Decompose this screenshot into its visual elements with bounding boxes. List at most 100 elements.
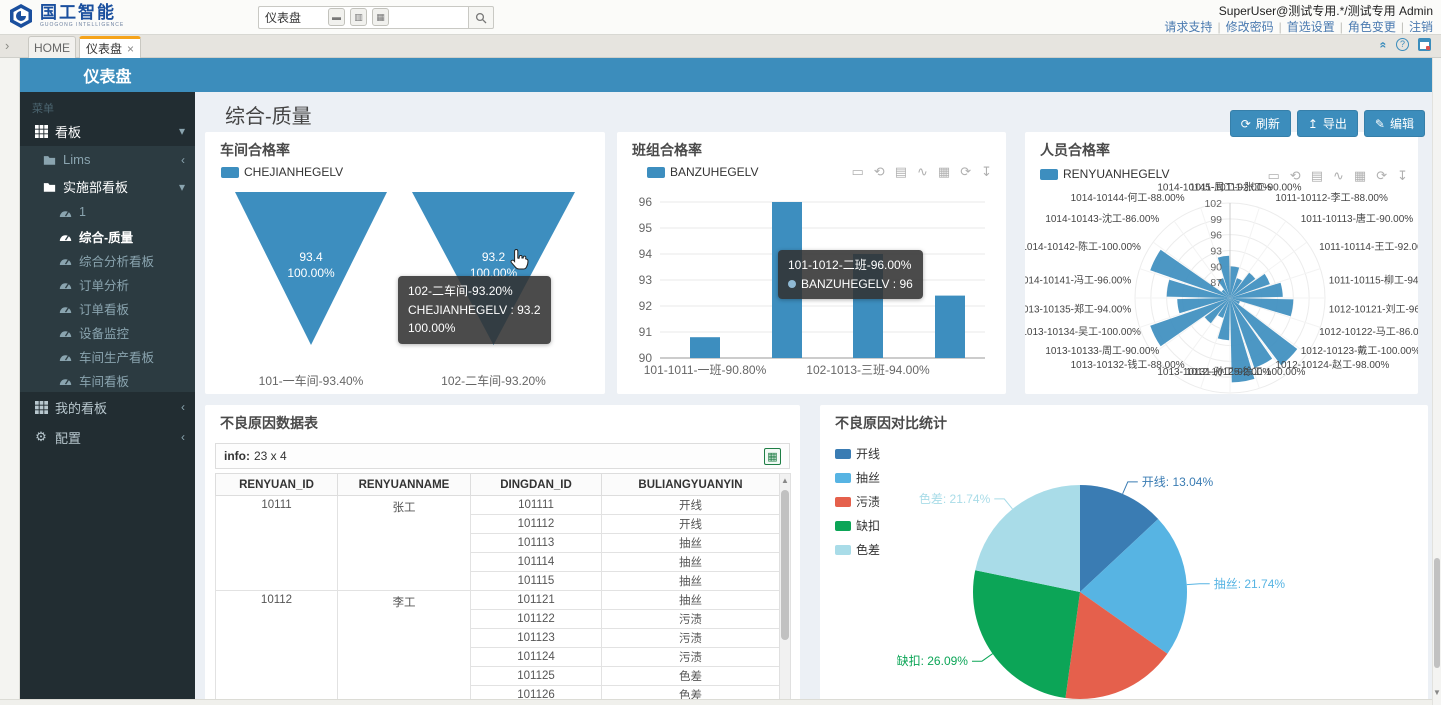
rose-petal-2[interactable] xyxy=(1230,272,1256,298)
sidebar-item-配置[interactable]: ⚙ 配置 ‹ xyxy=(20,422,195,452)
download-icon[interactable]: ↧ xyxy=(981,164,992,179)
rose-petal-13[interactable] xyxy=(1150,298,1230,347)
legend-item[interactable]: 抽丝 xyxy=(835,469,880,486)
layout-button[interactable]: ▦ xyxy=(372,8,389,26)
rose-petal-7[interactable] xyxy=(1230,298,1298,366)
tab-home[interactable]: HOME xyxy=(28,36,76,58)
rose-petal-10[interactable] xyxy=(1217,298,1230,341)
horizontal-scrollbar[interactable] xyxy=(0,699,1441,705)
zoom-reset-icon[interactable]: ⟲ xyxy=(1289,168,1301,183)
sidebar-item-Lims[interactable]: Lims ‹ xyxy=(20,146,195,173)
edit-button[interactable]: ✎ 编辑 xyxy=(1363,110,1425,137)
tab-bar: › HOME 仪表盘 × « ? xyxy=(0,35,1441,58)
rose-chart[interactable]: 10299969390871011-10111-张工-90.00%1011-10… xyxy=(1025,132,1418,394)
legend-item[interactable]: 开线 xyxy=(835,445,880,462)
rose-petal-4[interactable] xyxy=(1230,282,1283,298)
collapsed-left-rail[interactable] xyxy=(0,58,20,705)
rose-petal-16[interactable] xyxy=(1150,249,1230,298)
column-header[interactable]: RENYUAN_ID xyxy=(215,473,338,496)
pie-slice-缺扣[interactable] xyxy=(973,570,1080,699)
restore-icon[interactable]: ⟳ xyxy=(1376,168,1388,183)
sidebar-item-订单看板[interactable]: 订单看板 xyxy=(20,296,195,320)
collapse-header-icon[interactable]: « xyxy=(1376,41,1391,48)
bar-3[interactable] xyxy=(935,295,965,358)
search-button[interactable] xyxy=(468,6,494,29)
sidebar-item-订单分析[interactable]: 订单分析 xyxy=(20,272,195,296)
sidebar-item-综合分析看板[interactable]: 综合分析看板 xyxy=(20,248,195,272)
scroll-down-icon[interactable]: ▼ xyxy=(1433,688,1441,697)
download-icon[interactable]: ↧ xyxy=(1397,168,1408,183)
data-view-icon[interactable]: ▤ xyxy=(894,164,907,179)
legend-item[interactable]: RENYUANHEGELV xyxy=(1040,167,1169,181)
rose-petal-19[interactable] xyxy=(1217,255,1230,298)
pie-slice-色差[interactable] xyxy=(975,485,1080,592)
help-icon[interactable]: ? xyxy=(1396,38,1409,51)
rose-petal-18[interactable] xyxy=(1217,278,1230,298)
legend-item[interactable]: BANZUHEGELV xyxy=(647,165,758,179)
marquee-zoom-icon[interactable]: ▭ xyxy=(851,164,864,179)
legend-item[interactable]: 色差 xyxy=(835,541,880,558)
table-scrollbar[interactable]: ▲ xyxy=(779,473,791,705)
legend-label: 抽丝 xyxy=(856,471,881,485)
pie-chart[interactable]: 开线: 13.04% 抽丝: 21.74% 缺扣: 26.09% 色差: 21.74% xyxy=(820,405,1428,705)
barcode-button[interactable]: ▥ xyxy=(350,8,367,26)
scroll-up-icon[interactable]: ▲ xyxy=(781,476,789,485)
rose-petal-17[interactable] xyxy=(1221,289,1230,298)
legend-item[interactable]: CHEJIANHEGELV xyxy=(221,165,343,179)
rose-petal-11[interactable] xyxy=(1217,298,1230,318)
user-link-4[interactable]: 注销 xyxy=(1408,20,1433,34)
line-chart-icon[interactable]: ∿ xyxy=(1332,168,1344,183)
rose-petal-12[interactable] xyxy=(1204,298,1230,324)
rose-petal-15[interactable] xyxy=(1166,279,1230,298)
legend-chip xyxy=(835,496,851,507)
table-scrollbar-thumb[interactable] xyxy=(781,490,789,640)
bar-chart[interactable]: 90 91 92 93 94 95 96 101-1011-一班-90.80% 102-1013… xyxy=(617,192,1006,382)
bar-chart-icon[interactable]: ▦ xyxy=(1353,168,1367,183)
line-chart-icon[interactable]: ∿ xyxy=(916,164,928,179)
sidebar-item-实施部看板[interactable]: 实施部看板 ▾ xyxy=(20,173,195,200)
calendar-icon[interactable] xyxy=(1418,38,1431,51)
sidebar-item-1[interactable]: 1 xyxy=(20,200,195,224)
pie-slice-抽丝[interactable] xyxy=(1080,518,1187,654)
sidebar-item-设备监控[interactable]: 设备监控 xyxy=(20,320,195,344)
bar-0[interactable] xyxy=(690,337,720,358)
tab-dashboard[interactable]: 仪表盘 × xyxy=(79,36,141,58)
sidebar-item-看板[interactable]: 看板 ▾ xyxy=(20,116,195,146)
vertical-scrollbar[interactable]: ▼ xyxy=(1432,58,1441,705)
refresh-button[interactable]: ⟳ 刷新 xyxy=(1229,110,1291,137)
vertical-scrollbar-thumb[interactable] xyxy=(1434,558,1440,668)
export-excel-icon[interactable]: ▦ xyxy=(764,448,781,465)
collapse-search-button[interactable]: ▬ xyxy=(328,8,345,26)
user-link-3[interactable]: 角色变更 xyxy=(1347,20,1396,34)
marquee-zoom-icon[interactable]: ▭ xyxy=(1267,168,1280,183)
tab-close-icon[interactable]: × xyxy=(127,41,135,56)
zoom-reset-icon[interactable]: ⟲ xyxy=(873,164,885,179)
rose-petal-0[interactable] xyxy=(1230,266,1240,298)
pie-slice-污渍[interactable] xyxy=(1065,592,1168,699)
rose-petal-8[interactable] xyxy=(1230,298,1273,368)
expand-rail-arrow-icon[interactable]: › xyxy=(5,38,10,53)
user-link-0[interactable]: 请求支持 xyxy=(1164,20,1213,34)
user-link-2[interactable]: 首选设置 xyxy=(1286,20,1335,34)
column-header[interactable]: RENYUANNAME xyxy=(337,473,471,496)
export-button[interactable]: ↥ 导出 xyxy=(1296,110,1358,137)
sidebar-item-我的看板[interactable]: 我的看板 ‹ xyxy=(20,392,195,422)
user-link-1[interactable]: 修改密码 xyxy=(1225,20,1274,34)
sidebar-item-车间看板[interactable]: 车间看板 xyxy=(20,368,195,392)
legend-item[interactable]: 缺扣 xyxy=(835,517,880,534)
rose-petal-14[interactable] xyxy=(1177,298,1230,314)
data-view-icon[interactable]: ▤ xyxy=(1310,168,1323,183)
rose-petal-5[interactable] xyxy=(1230,298,1294,317)
rose-petal-1[interactable] xyxy=(1230,278,1243,298)
bar-chart-icon[interactable]: ▦ xyxy=(937,164,951,179)
sidebar-item-综合-质量[interactable]: 综合-质量 xyxy=(20,224,195,248)
legend-item[interactable]: 污渍 xyxy=(835,493,880,510)
column-header[interactable]: BULIANGYUANYIN xyxy=(601,473,780,496)
rose-petal-6[interactable] xyxy=(1230,298,1240,305)
rose-petal-3[interactable] xyxy=(1230,273,1270,298)
column-header[interactable]: DINGDAN_ID xyxy=(470,473,602,496)
restore-icon[interactable]: ⟳ xyxy=(960,164,972,179)
pie-slice-开线[interactable] xyxy=(1080,485,1159,592)
rose-petal-9[interactable] xyxy=(1230,298,1255,383)
sidebar-item-车间生产看板[interactable]: 车间生产看板 xyxy=(20,344,195,368)
